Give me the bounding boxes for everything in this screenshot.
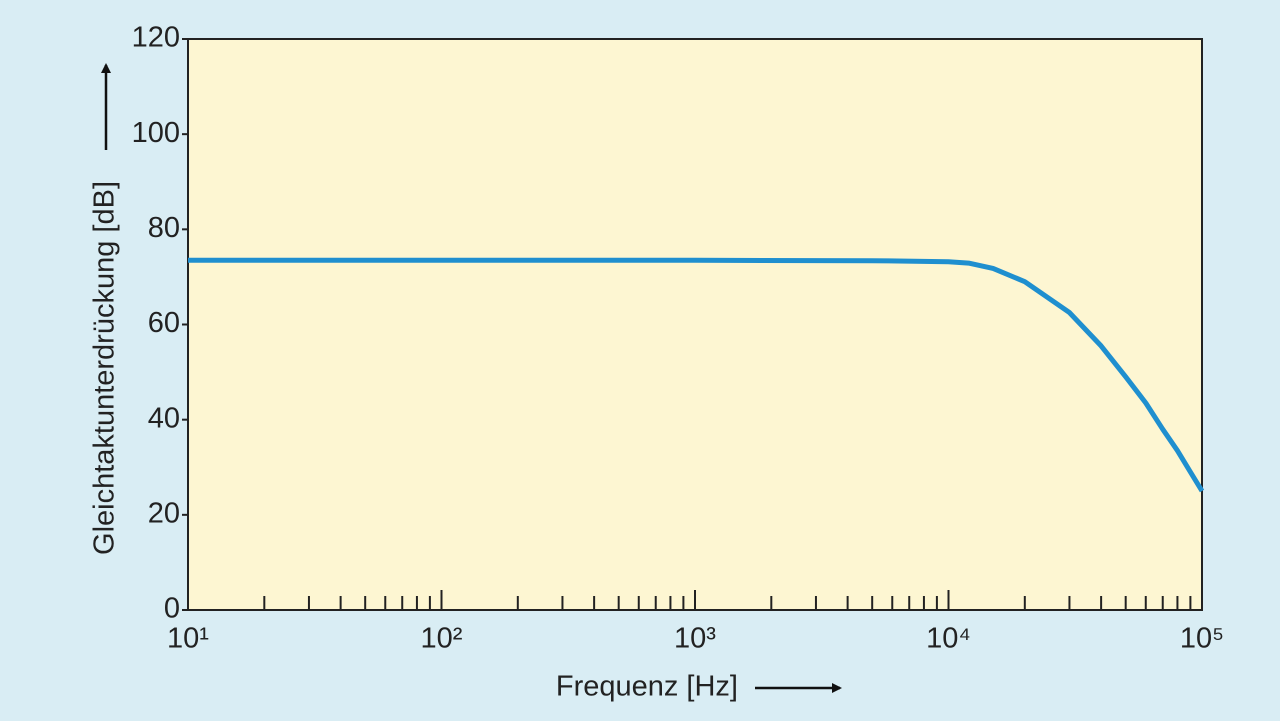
y-tick-label: 100	[132, 117, 180, 149]
y-axis-title: Gleichtaktunterdrückung [dB]	[89, 181, 121, 555]
y-tick-label: 120	[132, 22, 180, 54]
y-tick-label: 0	[164, 593, 180, 625]
x-axis-title: Frequenz [Hz]	[556, 671, 738, 703]
y-tick-label: 80	[148, 212, 180, 244]
y-tick-label: 60	[148, 307, 180, 339]
y-tick-label: 40	[148, 402, 180, 434]
x-tick-label: 10²	[421, 623, 463, 655]
x-tick-label: 10³	[674, 623, 716, 655]
line-series	[188, 257, 1205, 493]
x-tick-label: 10¹	[167, 623, 209, 655]
plot-area	[187, 38, 1203, 611]
x-tick-label: 10⁴	[926, 623, 971, 655]
x-tick-label: 10⁵	[1180, 623, 1224, 655]
y-tick-label: 20	[148, 497, 180, 529]
